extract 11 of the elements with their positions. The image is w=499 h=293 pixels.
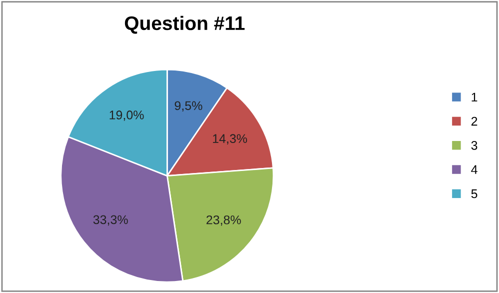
- data-label: 33,3%: [93, 215, 128, 226]
- legend-label: 4: [471, 165, 478, 174]
- data-label: 19,0%: [110, 110, 144, 121]
- data-label: 23,8%: [206, 215, 241, 226]
- chart-title: Question #11: [124, 16, 245, 34]
- data-label: 14,3%: [212, 134, 248, 144]
- legend-label: 5: [471, 189, 478, 198]
- legend-label: 1: [472, 92, 478, 102]
- legend-label: 3: [471, 141, 478, 150]
- legend-label: 2: [471, 116, 478, 126]
- data-label: 9,5%: [174, 101, 202, 112]
